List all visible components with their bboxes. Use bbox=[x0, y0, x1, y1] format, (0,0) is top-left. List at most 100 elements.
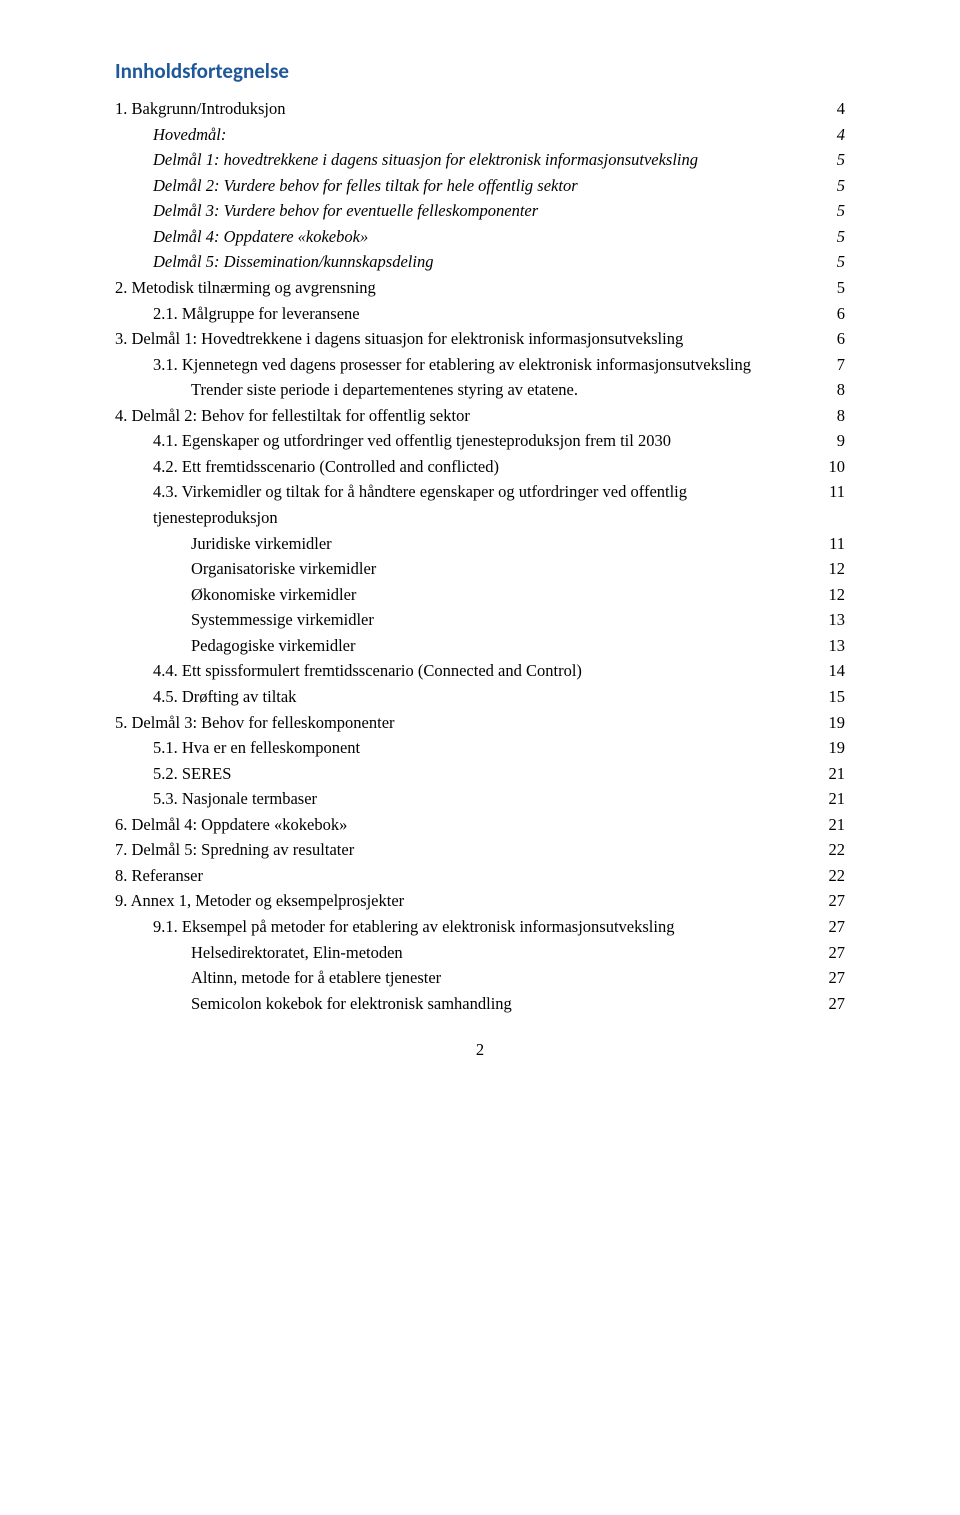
toc-row: 5.2. SERES21 bbox=[115, 761, 845, 787]
toc-row: 2. Metodisk tilnærming og avgrensning5 bbox=[115, 275, 845, 301]
toc-entry-label: 5.3. Nasjonale termbaser bbox=[115, 786, 821, 812]
toc-entry-page: 10 bbox=[821, 454, 845, 480]
toc-row: Altinn, metode for å etablere tjenester2… bbox=[115, 965, 845, 991]
toc-entry-page: 7 bbox=[821, 352, 845, 378]
toc-row: 2.1. Målgruppe for leveransene6 bbox=[115, 301, 845, 327]
toc-entry-label: Juridiske virkemidler bbox=[115, 531, 821, 557]
toc-entry-label: 3.1. Kjennetegn ved dagens prosesser for… bbox=[115, 352, 821, 378]
toc-entry-label: 2. Metodisk tilnærming og avgrensning bbox=[115, 275, 821, 301]
toc-entry-label: Helsedirektoratet, Elin-metoden bbox=[115, 940, 821, 966]
toc-row: 9.1. Eksempel på metoder for etablering … bbox=[115, 914, 845, 940]
toc-row: Pedagogiske virkemidler13 bbox=[115, 633, 845, 659]
toc-entry-page: 11 bbox=[821, 479, 845, 505]
toc-entry-page: 27 bbox=[821, 888, 845, 914]
toc-entry-page: 21 bbox=[821, 786, 845, 812]
toc-row: 4.1. Egenskaper og utfordringer ved offe… bbox=[115, 428, 845, 454]
toc-entry-page: 12 bbox=[821, 582, 845, 608]
toc-row: 4.4. Ett spissformulert fremtidsscenario… bbox=[115, 658, 845, 684]
toc-entry-page: 5 bbox=[821, 198, 845, 224]
toc-entry-label: 4.4. Ett spissformulert fremtidsscenario… bbox=[115, 658, 821, 684]
toc-entry-label: 5. Delmål 3: Behov for felleskomponenter bbox=[115, 710, 821, 736]
toc-entry-page: 27 bbox=[821, 991, 845, 1017]
toc-row: 6. Delmål 4: Oppdatere «kokebok»21 bbox=[115, 812, 845, 838]
toc-entry-label: Delmål 5: Dissemination/kunnskapsdeling bbox=[115, 249, 821, 275]
toc-row: Økonomiske virkemidler12 bbox=[115, 582, 845, 608]
toc-row: 4.3. Virkemidler og tiltak for å håndter… bbox=[115, 479, 845, 530]
toc-row: 5.3. Nasjonale termbaser21 bbox=[115, 786, 845, 812]
toc-entry-label: Systemmessige virkemidler bbox=[115, 607, 821, 633]
toc-entry-page: 14 bbox=[821, 658, 845, 684]
toc-entry-label: 4. Delmål 2: Behov for fellestiltak for … bbox=[115, 403, 821, 429]
toc-row: Trender siste periode i departementenes … bbox=[115, 377, 845, 403]
toc-entry-page: 27 bbox=[821, 914, 845, 940]
toc-entry-page: 5 bbox=[821, 249, 845, 275]
toc-entry-label: 4.5. Drøfting av tiltak bbox=[115, 684, 821, 710]
toc-entry-page: 5 bbox=[821, 173, 845, 199]
toc-entry-page: 21 bbox=[821, 761, 845, 787]
toc-row: Systemmessige virkemidler13 bbox=[115, 607, 845, 633]
toc-entry-label: 5.1. Hva er en felleskomponent bbox=[115, 735, 821, 761]
toc-row: Helsedirektoratet, Elin-metoden27 bbox=[115, 940, 845, 966]
toc-entry-label: Delmål 1: hovedtrekkene i dagens situasj… bbox=[115, 147, 821, 173]
toc-entry-page: 22 bbox=[821, 863, 845, 889]
toc-entry-page: 13 bbox=[821, 633, 845, 659]
toc-entry-label: Delmål 3: Vurdere behov for eventuelle f… bbox=[115, 198, 821, 224]
toc-entry-page: 9 bbox=[821, 428, 845, 454]
toc-entry-page: 8 bbox=[821, 377, 845, 403]
toc-entry-label: Pedagogiske virkemidler bbox=[115, 633, 821, 659]
toc-entry-label: 6. Delmål 4: Oppdatere «kokebok» bbox=[115, 812, 821, 838]
toc-title: Innholdsfortegnelse bbox=[115, 58, 845, 84]
toc-entry-page: 8 bbox=[821, 403, 845, 429]
toc-entry-label: Hovedmål: bbox=[115, 122, 821, 148]
toc-entry-page: 4 bbox=[821, 96, 845, 122]
toc-entry-page: 6 bbox=[821, 326, 845, 352]
toc-entry-label: 7. Delmål 5: Spredning av resultater bbox=[115, 837, 821, 863]
toc-entry-label: 5.2. SERES bbox=[115, 761, 821, 787]
toc-row: Delmål 3: Vurdere behov for eventuelle f… bbox=[115, 198, 845, 224]
toc-row: 1. Bakgrunn/Introduksjon4 bbox=[115, 96, 845, 122]
toc-entry-label: 9.1. Eksempel på metoder for etablering … bbox=[115, 914, 821, 940]
toc-entry-page: 5 bbox=[821, 224, 845, 250]
toc-row: 7. Delmål 5: Spredning av resultater22 bbox=[115, 837, 845, 863]
toc-entry-label: Delmål 4: Oppdatere «kokebok» bbox=[115, 224, 821, 250]
toc-entry-page: 27 bbox=[821, 965, 845, 991]
toc-entry-label: 8. Referanser bbox=[115, 863, 821, 889]
toc-entry-page: 11 bbox=[821, 531, 845, 557]
toc-row: 4. Delmål 2: Behov for fellestiltak for … bbox=[115, 403, 845, 429]
toc-entry-label: Semicolon kokebok for elektronisk samhan… bbox=[115, 991, 821, 1017]
toc-entry-label: Delmål 2: Vurdere behov for felles tilta… bbox=[115, 173, 821, 199]
toc-entry-label: Trender siste periode i departementenes … bbox=[115, 377, 821, 403]
toc-row: Juridiske virkemidler11 bbox=[115, 531, 845, 557]
toc-row: 5.1. Hva er en felleskomponent19 bbox=[115, 735, 845, 761]
toc-entry-label: Økonomiske virkemidler bbox=[115, 582, 821, 608]
toc-row: Delmål 1: hovedtrekkene i dagens situasj… bbox=[115, 147, 845, 173]
toc-entry-page: 13 bbox=[821, 607, 845, 633]
toc-row: 8. Referanser22 bbox=[115, 863, 845, 889]
toc-row: 3. Delmål 1: Hovedtrekkene i dagens situ… bbox=[115, 326, 845, 352]
toc-row: Delmål 4: Oppdatere «kokebok»5 bbox=[115, 224, 845, 250]
toc-entry-label: 4.2. Ett fremtidsscenario (Controlled an… bbox=[115, 454, 821, 480]
toc-entry-page: 5 bbox=[821, 275, 845, 301]
toc-entry-page: 22 bbox=[821, 837, 845, 863]
toc-entry-page: 21 bbox=[821, 812, 845, 838]
toc-entry-label: 4.3. Virkemidler og tiltak for å håndter… bbox=[115, 479, 821, 530]
toc-entry-label: 1. Bakgrunn/Introduksjon bbox=[115, 96, 821, 122]
toc-entry-label: Altinn, metode for å etablere tjenester bbox=[115, 965, 821, 991]
toc-entry-label: 9. Annex 1, Metoder og eksempelprosjekte… bbox=[115, 888, 821, 914]
toc-entry-page: 4 bbox=[821, 122, 845, 148]
toc-row: Delmål 5: Dissemination/kunnskapsdeling5 bbox=[115, 249, 845, 275]
page-number: 2 bbox=[115, 1040, 845, 1060]
toc-row: Hovedmål:4 bbox=[115, 122, 845, 148]
toc-row: 3.1. Kjennetegn ved dagens prosesser for… bbox=[115, 352, 845, 378]
toc-row: Semicolon kokebok for elektronisk samhan… bbox=[115, 991, 845, 1017]
toc-entry-page: 12 bbox=[821, 556, 845, 582]
toc-entry-label: 3. Delmål 1: Hovedtrekkene i dagens situ… bbox=[115, 326, 821, 352]
toc-entry-page: 19 bbox=[821, 735, 845, 761]
toc-entry-page: 19 bbox=[821, 710, 845, 736]
toc-row: Delmål 2: Vurdere behov for felles tilta… bbox=[115, 173, 845, 199]
toc-row: 4.5. Drøfting av tiltak15 bbox=[115, 684, 845, 710]
toc-row: Organisatoriske virkemidler12 bbox=[115, 556, 845, 582]
toc-entry-page: 27 bbox=[821, 940, 845, 966]
toc-entry-label: 4.1. Egenskaper og utfordringer ved offe… bbox=[115, 428, 821, 454]
table-of-contents: 1. Bakgrunn/Introduksjon4Hovedmål:4Delmå… bbox=[115, 96, 845, 1016]
